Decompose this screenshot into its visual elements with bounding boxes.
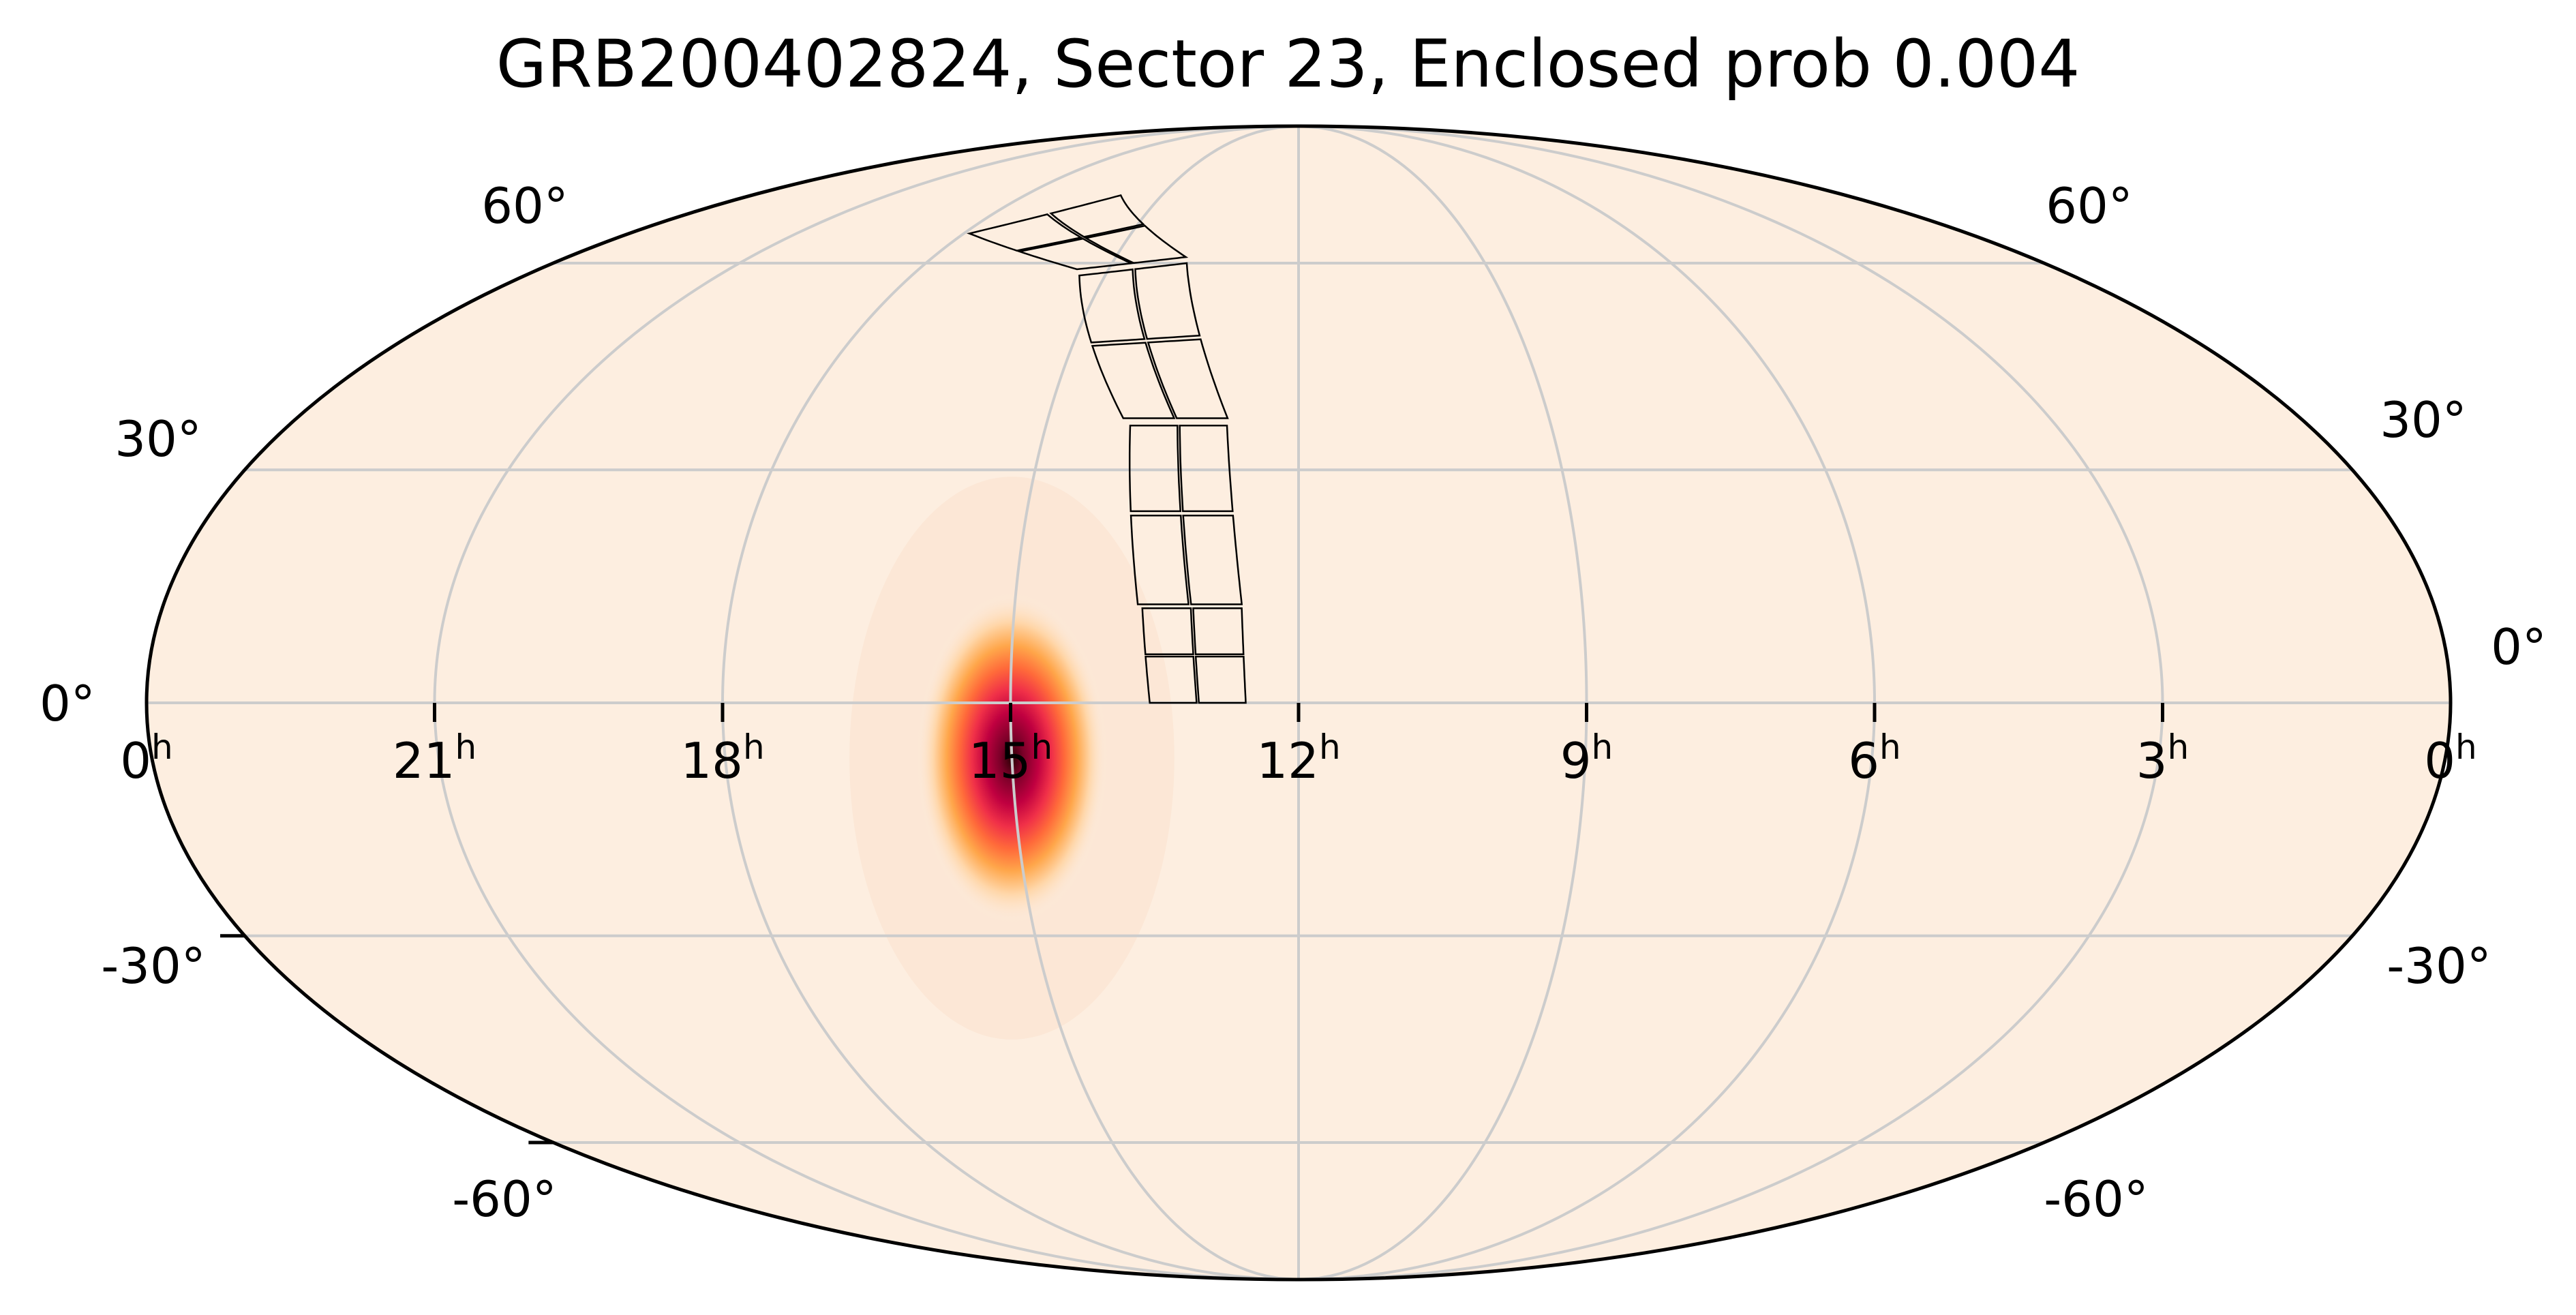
tess-ccd-3-4 (1078, 268, 1146, 344)
ra-tick-label-0: 0h (2424, 727, 2477, 789)
tess-ccd-4-4 (966, 213, 1084, 252)
tess-ccd-1-3 (1145, 655, 1198, 704)
tess-ccd-2-4 (1128, 424, 1182, 513)
dec-tick-label-left--30: -30° (101, 937, 206, 995)
dec-tick-label-left-0: 0° (40, 675, 95, 732)
dec-tick-label-right--30: -30° (2386, 937, 2491, 995)
sky-outline (145, 124, 2453, 1282)
tess-ccd-1-2 (1192, 607, 1245, 656)
dec-tick-label-left-30: 30° (115, 410, 202, 468)
dec-tick-label-right-30: 30° (2380, 391, 2467, 449)
dec-tick-label-right--60: -60° (2044, 1170, 2149, 1228)
tess-ccd-4-2 (1049, 194, 1145, 238)
tess-footprint (966, 194, 1247, 704)
ra-tick-label-21: 21h (393, 727, 476, 789)
dec-tick-label-right-60: 60° (2046, 177, 2133, 235)
tess-ccd-4-1 (1083, 224, 1189, 264)
tess-ccd-2-3 (1130, 514, 1189, 605)
dec-tick-label-left-60: 60° (481, 177, 569, 235)
tess-ccd-2-2 (1179, 424, 1234, 513)
dec-tick-label-left--60: -60° (452, 1170, 557, 1228)
tess-ccd-1-1 (1194, 655, 1247, 704)
tess-camera-1 (1141, 607, 1247, 704)
ra-tick-label-6: 6h (1848, 727, 1901, 789)
tess-ccd-3-3 (1091, 342, 1176, 419)
tess-ccd-3-2 (1134, 262, 1201, 340)
tess-camera-3 (1078, 262, 1229, 419)
tess-ccd-2-1 (1182, 514, 1243, 605)
tess-ccd-3-1 (1147, 338, 1229, 419)
chart-title: GRB200402824, Sector 23, Enclosed prob 0… (496, 26, 2080, 102)
dec-tick-label-right-0: 0° (2491, 618, 2547, 676)
tess-ccd-4-3 (1016, 237, 1134, 271)
tess-camera-4 (966, 194, 1189, 271)
tess-ccd-1-4 (1141, 607, 1194, 656)
tess-camera-2 (1128, 424, 1243, 605)
ra-tick-label-15: 15h (969, 727, 1052, 789)
